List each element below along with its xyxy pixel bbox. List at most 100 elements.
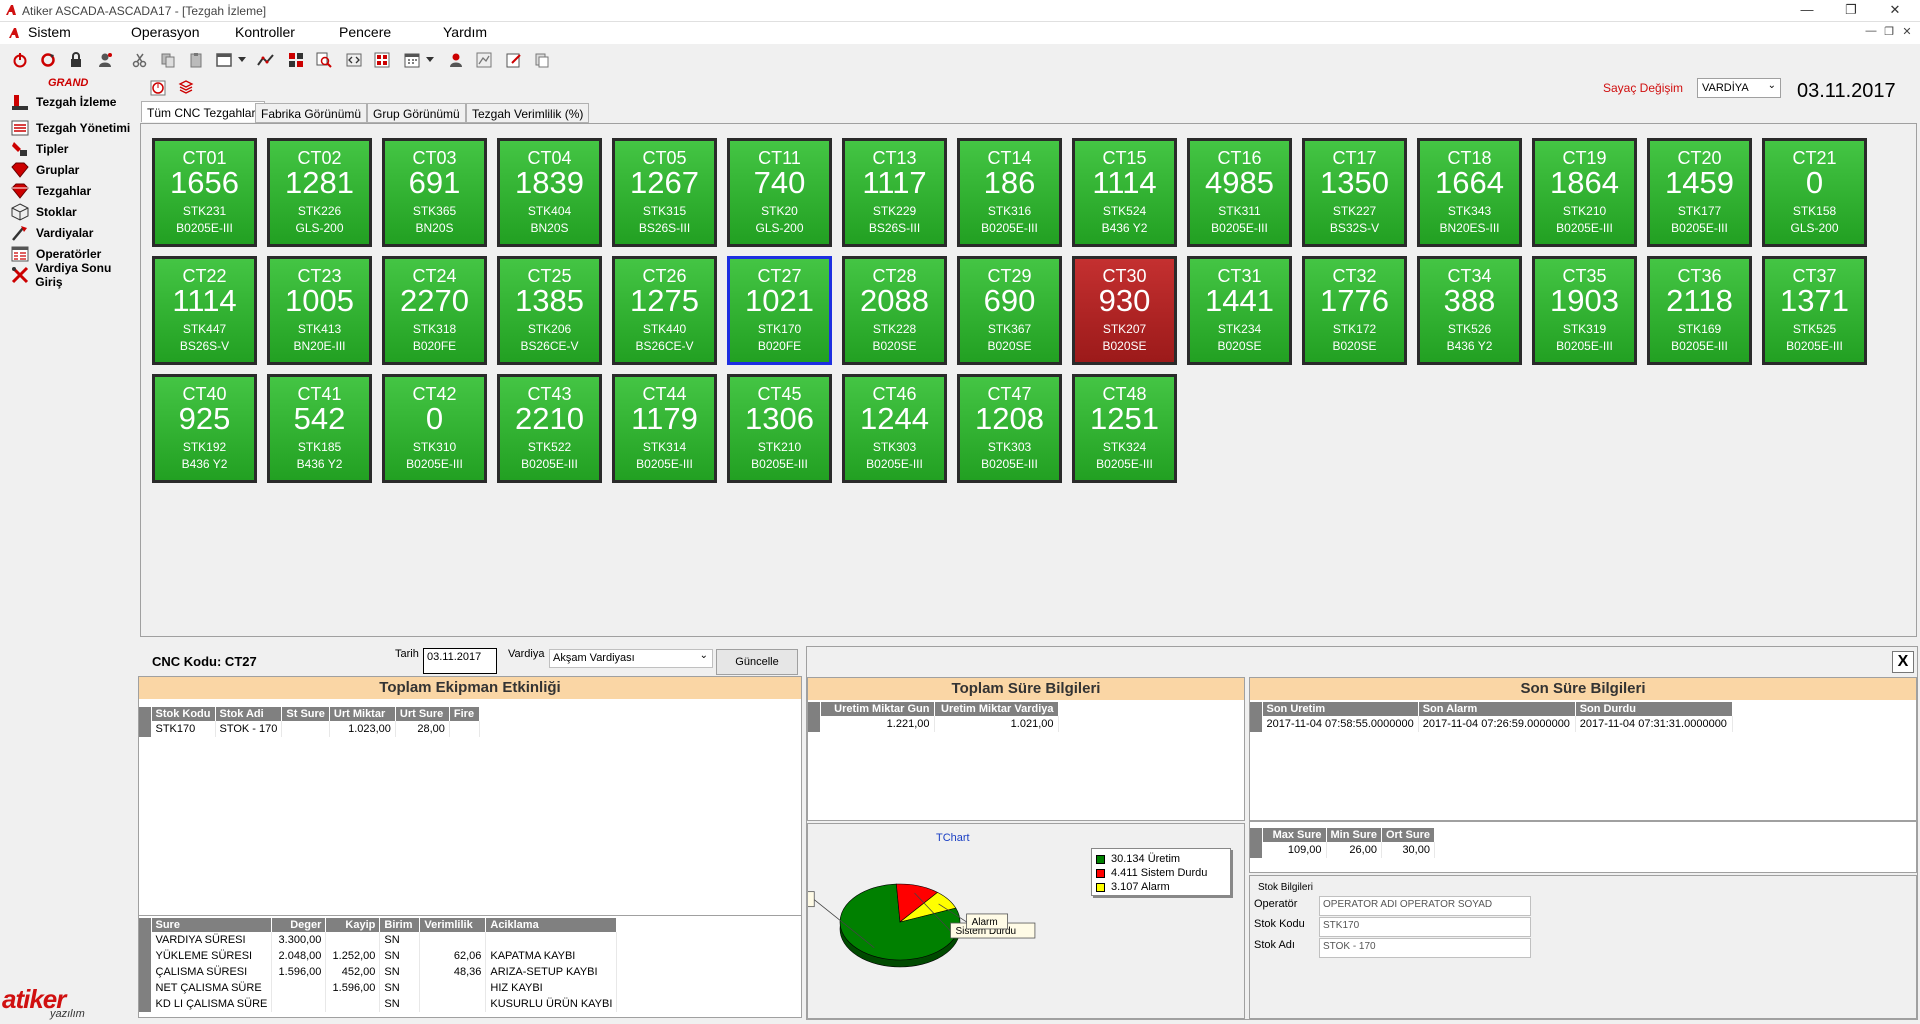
- col-uretim-vardiya[interactable]: Uretim Miktar Vardiya: [934, 702, 1059, 716]
- row-selector[interactable]: [139, 964, 152, 980]
- table-row[interactable]: KD LI ÇALISMA SÜRE SN KUSURLU ÜRÜN KAYBI: [139, 996, 618, 1012]
- machine-tile-ct13[interactable]: CT13 1117 STK229 BS26S-III: [842, 138, 947, 247]
- machine-tile-ct04[interactable]: CT04 1839 STK404 BN20S: [497, 138, 602, 247]
- col-sure[interactable]: Sure: [151, 918, 273, 932]
- sidebar-item-tezgahlar[interactable]: Tezgahlar: [10, 180, 138, 202]
- grid-view-icon[interactable]: [286, 50, 306, 70]
- shift-dropdown[interactable]: Akşam Vardiyası ⌄: [549, 649, 713, 668]
- table-row[interactable]: YÜKLEME SÜRESI 2.048,00 1.252,00 SN 62,06 KAP…: [139, 948, 618, 964]
- sidebar-item-tezgah-yonetimi[interactable]: Tezgah Yönetimi: [10, 117, 138, 139]
- mdi-minimize-button[interactable]: —: [1865, 25, 1877, 37]
- col-son-uretim[interactable]: Son Uretim: [1262, 702, 1419, 716]
- refresh-icon[interactable]: [38, 50, 58, 70]
- row-selector[interactable]: [1250, 842, 1263, 858]
- menu-yardim[interactable]: Yardım: [443, 24, 488, 40]
- col-birim[interactable]: Birim: [379, 918, 421, 932]
- line-chart-icon[interactable]: [256, 50, 276, 70]
- shift-select[interactable]: VARDİYA ⌄: [1697, 78, 1781, 98]
- machine-tile-ct48[interactable]: CT48 1251 STK324 B0205E-III: [1072, 374, 1177, 483]
- row-selector[interactable]: [808, 716, 821, 732]
- sidebar-item-stoklar[interactable]: Stoklar: [10, 201, 138, 223]
- menu-kontroller[interactable]: Kontroller: [235, 24, 295, 40]
- machine-tile-ct22[interactable]: CT22 1114 STK447 BS26S-V: [152, 256, 257, 365]
- machine-tile-ct05[interactable]: CT05 1267 STK315 BS26S-III: [612, 138, 717, 247]
- machine-tile-ct32[interactable]: CT32 1776 STK172 B020SE: [1302, 256, 1407, 365]
- export-icon[interactable]: [532, 50, 552, 70]
- menu-sistem[interactable]: Sistem: [28, 24, 71, 40]
- menu-pencere[interactable]: Pencere: [339, 24, 392, 40]
- table-row[interactable]: 2017-11-04 07:58:55.0000000 2017-11-04 0…: [1250, 716, 1733, 732]
- machine-tile-ct26[interactable]: CT26 1275 STK440 BS26CE-V: [612, 256, 717, 365]
- col-kayip[interactable]: Kayip: [325, 918, 381, 932]
- tab-factory-view[interactable]: Fabrika Görünümü: [255, 103, 368, 123]
- table-row[interactable]: STK170 STOK - 170 1.023,00 28,00: [139, 721, 480, 737]
- machine-tile-ct42[interactable]: CT42 0 STK310 B0205E-III: [382, 374, 487, 483]
- close-detail-button[interactable]: X: [1892, 651, 1914, 673]
- layers-icon[interactable]: [178, 80, 196, 98]
- machine-tile-ct28[interactable]: CT28 2088 STK228 B020SE: [842, 256, 947, 365]
- table-row[interactable]: NET ÇALISMA SÜRE 1.596,00 SN HIZ KAYBI: [139, 980, 618, 996]
- minimize-button[interactable]: —: [1800, 2, 1814, 17]
- col-son-durdu[interactable]: Son Durdu: [1575, 702, 1733, 716]
- power-icon[interactable]: [10, 50, 30, 70]
- user-icon[interactable]: [96, 50, 116, 70]
- machine-tile-ct27[interactable]: CT27 1021 STK170 B020FE: [727, 256, 832, 365]
- app-menu-icon[interactable]: [6, 26, 22, 40]
- window-dropdown-icon[interactable]: [236, 50, 248, 70]
- machine-tile-ct46[interactable]: CT46 1244 STK303 B0205E-III: [842, 374, 947, 483]
- tab-all-cnc[interactable]: Tüm CNC Tezgahları: [141, 101, 265, 122]
- table-row[interactable]: VARDIYA SÜRESI 3.300,00 SN: [139, 932, 618, 948]
- machine-tile-ct20[interactable]: CT20 1459 STK177 B0205E-III: [1647, 138, 1752, 247]
- machine-tile-ct21[interactable]: CT21 0 STK158 GLS-200: [1762, 138, 1867, 247]
- col-son-alarm[interactable]: Son Alarm: [1418, 702, 1576, 716]
- table-row[interactable]: 109,00 26,00 30,00: [1250, 842, 1435, 858]
- cut-icon[interactable]: [130, 50, 150, 70]
- col-aciklama[interactable]: Aciklama: [485, 918, 618, 932]
- col-stok-kodu[interactable]: Stok Kodu: [151, 707, 216, 721]
- update-button[interactable]: Güncelle: [716, 649, 798, 675]
- table-row[interactable]: ÇALISMA SÜRESI 1.596,00 452,00 SN 48,36 ARIZA…: [139, 964, 618, 980]
- machine-tile-ct29[interactable]: CT29 690 STK367 B020SE: [957, 256, 1062, 365]
- col-verimlilik[interactable]: Verimlilik: [419, 918, 487, 932]
- machine-tile-ct25[interactable]: CT25 1385 STK206 BS26CE-V: [497, 256, 602, 365]
- machine-tile-ct02[interactable]: CT02 1281 STK226 GLS-200: [267, 138, 372, 247]
- machine-tile-ct18[interactable]: CT18 1664 STK343 BN20ES-III: [1417, 138, 1522, 247]
- operator-icon[interactable]: [446, 50, 466, 70]
- row-selector[interactable]: [139, 980, 152, 996]
- col-uretim-gun[interactable]: Uretim Miktar Gun: [820, 702, 935, 716]
- mdi-restore-button[interactable]: ❐: [1884, 26, 1894, 38]
- machine-tile-ct36[interactable]: CT36 2118 STK169 B0205E-III: [1647, 256, 1752, 365]
- machine-tile-ct40[interactable]: CT40 925 STK192 B436 Y2: [152, 374, 257, 483]
- machine-tile-ct11[interactable]: CT11 740 STK20 GLS-200: [727, 138, 832, 247]
- row-selector[interactable]: [139, 948, 152, 964]
- machine-tile-ct41[interactable]: CT41 542 STK185 B436 Y2: [267, 374, 372, 483]
- machine-tile-ct37[interactable]: CT37 1371 STK525 B0205E-III: [1762, 256, 1867, 365]
- machine-tile-ct47[interactable]: CT47 1208 STK303 B0205E-III: [957, 374, 1062, 483]
- machine-tile-ct44[interactable]: CT44 1179 STK314 B0205E-III: [612, 374, 717, 483]
- machine-tile-ct03[interactable]: CT03 691 STK365 BN20S: [382, 138, 487, 247]
- machine-tile-ct35[interactable]: CT35 1903 STK319 B0205E-III: [1532, 256, 1637, 365]
- col-st-sure[interactable]: St Sure: [281, 707, 330, 721]
- row-selector[interactable]: [139, 721, 152, 737]
- tab-machine-efficiency[interactable]: Tezgah Verimlilik (%): [466, 103, 590, 123]
- paste-icon[interactable]: [186, 50, 206, 70]
- machine-tile-ct15[interactable]: CT15 1114 STK524 B436 Y2: [1072, 138, 1177, 247]
- calendar-icon[interactable]: [402, 50, 422, 70]
- col-min-sure[interactable]: Min Sure: [1326, 828, 1382, 842]
- machine-tile-ct14[interactable]: CT14 186 STK316 B0205E-III: [957, 138, 1062, 247]
- col-urt-sure[interactable]: Urt Sure: [395, 707, 450, 721]
- machine-tile-ct24[interactable]: CT24 2270 STK318 B020FE: [382, 256, 487, 365]
- sidebar-item-vardiya-sonu-giris[interactable]: Vardiya Sonu Giriş: [10, 261, 138, 289]
- row-selector[interactable]: [139, 932, 152, 948]
- stock-name-field[interactable]: STOK - 170: [1319, 938, 1531, 958]
- lock-icon[interactable]: [66, 50, 86, 70]
- row-selector[interactable]: [139, 996, 152, 1012]
- sidebar-item-tezgah-izleme[interactable]: Tezgah İzleme: [10, 91, 138, 113]
- table-row[interactable]: 1.221,00 1.021,00: [808, 716, 1059, 732]
- stock-code-field[interactable]: STK170: [1319, 917, 1531, 937]
- machine-tile-ct43[interactable]: CT43 2210 STK522 B0205E-III: [497, 374, 602, 483]
- col-max-sure[interactable]: Max Sure: [1262, 828, 1327, 842]
- menu-operasyon[interactable]: Operasyon: [131, 24, 200, 40]
- close-window-button[interactable]: ✕: [1889, 2, 1901, 17]
- machine-tile-ct34[interactable]: CT34 388 STK526 B436 Y2: [1417, 256, 1522, 365]
